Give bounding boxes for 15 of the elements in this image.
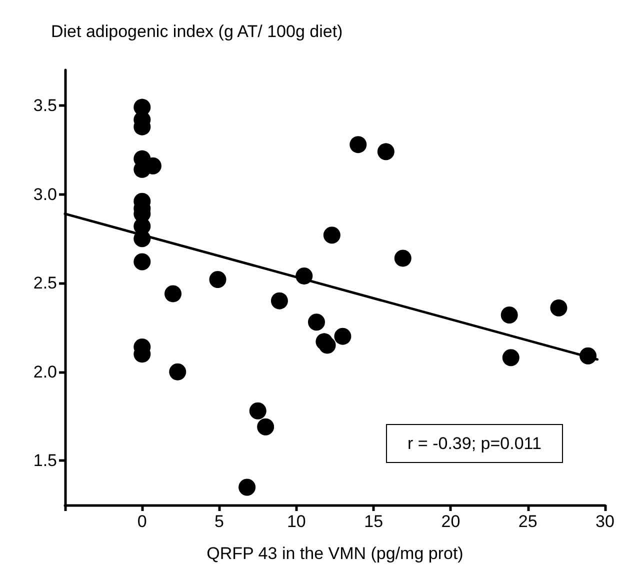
x-tick-label: 5 [214,512,224,531]
y-tick-label: 2.5 [33,274,57,293]
y-tick-label: 3.5 [33,96,57,116]
x-tick-label: 15 [364,512,384,531]
y-tick-label: 3.0 [33,184,57,204]
y-tick-label: 1.5 [33,451,57,470]
y-tick-label: 2.0 [33,362,57,382]
x-tick-label: 30 [596,512,614,531]
y-axis-title: Diet adipogenic index (g AT/ 100g diet) [51,22,343,41]
x-tick-label: 25 [518,512,538,531]
x-axis-title: QRFP 43 in the VMN (pg/mg prot) [206,544,464,563]
x-tick-label: 10 [286,512,306,531]
x-tick-label: 0 [137,512,147,531]
x-tick-label: 20 [441,512,460,531]
annotation: r = -0.39; p=0.011 [408,434,542,453]
